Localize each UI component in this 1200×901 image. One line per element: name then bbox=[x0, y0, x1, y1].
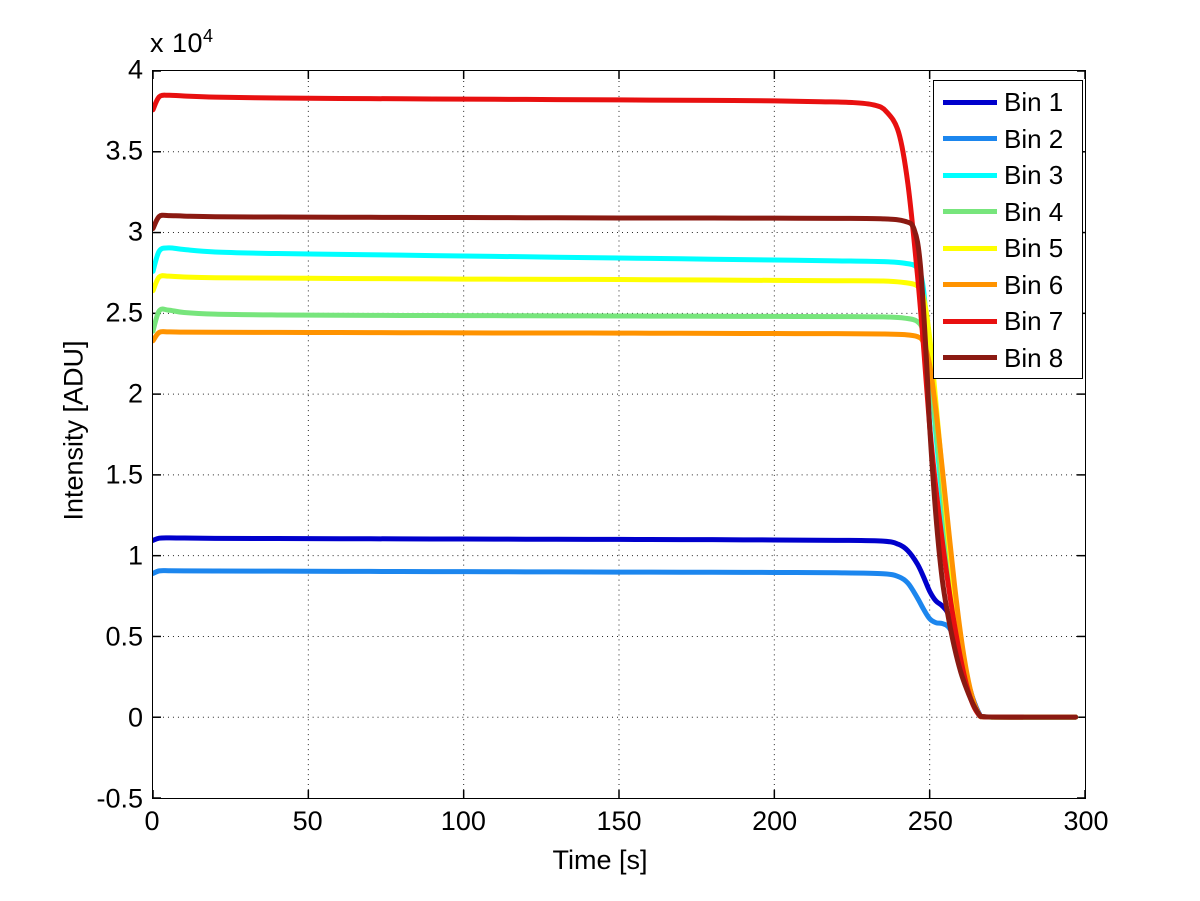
legend-label: Bin 6 bbox=[1004, 269, 1064, 300]
legend-entry[interactable]: Bin 4 bbox=[934, 194, 1082, 231]
legend-color-swatch bbox=[943, 355, 997, 361]
legend-entry[interactable]: Bin 7 bbox=[934, 303, 1082, 340]
data-series-line bbox=[153, 215, 1076, 717]
x-axis-tick-label: 150 bbox=[596, 806, 642, 836]
legend-color-swatch bbox=[943, 318, 997, 324]
legend-entry[interactable]: Bin 2 bbox=[934, 121, 1082, 158]
legend-entry[interactable]: Bin 1 bbox=[934, 84, 1082, 121]
y-axis-exponent-mantissa: x 10 bbox=[150, 28, 204, 58]
legend-color-swatch bbox=[943, 282, 997, 288]
legend-color-swatch bbox=[943, 172, 997, 178]
data-series-group bbox=[153, 95, 1076, 717]
x-axis-tick-label: 100 bbox=[440, 806, 486, 836]
plot-area bbox=[152, 70, 1086, 799]
legend-label: Bin 4 bbox=[1004, 196, 1064, 227]
y-axis-tick-label: 2 bbox=[127, 378, 143, 409]
data-series-line bbox=[153, 571, 1076, 718]
legend-color-swatch bbox=[943, 99, 997, 105]
data-series-line bbox=[153, 538, 1076, 717]
y-axis-tick-label: 0 bbox=[127, 702, 143, 733]
x-axis-tick-label: 200 bbox=[752, 806, 798, 836]
data-series-line bbox=[153, 95, 1023, 717]
y-axis-tick-label: 0.5 bbox=[105, 621, 143, 652]
legend-color-swatch bbox=[943, 136, 997, 142]
y-axis-tick-label: 3.5 bbox=[105, 135, 143, 166]
y-axis-title-text: Intensity [ADU] bbox=[58, 340, 89, 521]
legend-entry[interactable]: Bin 6 bbox=[934, 267, 1082, 304]
y-axis-tick-labels: -0.5 0 0.5 1 1.5 2 2.5 3 3.5 4 bbox=[0, 0, 152, 901]
x-axis-title-text: Time [s] bbox=[552, 845, 648, 875]
legend-entry[interactable]: Bin 8 bbox=[934, 340, 1082, 377]
legend-label: Bin 3 bbox=[1004, 160, 1064, 191]
y-axis-exponent-label: x 104 bbox=[150, 26, 214, 59]
x-axis-title: Time [s] bbox=[0, 845, 1200, 876]
y-axis-tick-label: 1 bbox=[127, 540, 143, 571]
legend-label: Bin 7 bbox=[1004, 306, 1064, 337]
legend-color-swatch bbox=[943, 245, 997, 251]
axis-ticks bbox=[153, 71, 1085, 798]
legend-color-swatch bbox=[943, 209, 997, 215]
legend-label: Bin 2 bbox=[1004, 123, 1064, 154]
chart-svg bbox=[153, 71, 1085, 798]
legend-label: Bin 5 bbox=[1004, 233, 1064, 264]
x-axis-tick-label: 250 bbox=[907, 806, 953, 836]
y-axis-tick-label: 1.5 bbox=[105, 459, 143, 490]
legend-label: Bin 8 bbox=[1004, 342, 1064, 373]
y-axis-tick-label: 4 bbox=[127, 54, 143, 85]
y-axis-title: Intensity [ADU] bbox=[59, 61, 90, 801]
y-axis-tick-label: 3 bbox=[127, 216, 143, 247]
legend-entry[interactable]: Bin 3 bbox=[934, 157, 1082, 194]
chart-legend: Bin 1 Bin 2 Bin 3 Bin 4 Bin 5 Bin 6 Bin 7 Bin 8 bbox=[933, 80, 1083, 379]
legend-label: Bin 1 bbox=[1004, 87, 1064, 118]
y-axis-tick-label: -0.5 bbox=[96, 783, 143, 814]
y-axis-exponent-power: 4 bbox=[203, 26, 214, 46]
x-axis-tick-label: 50 bbox=[292, 806, 323, 836]
legend-entry[interactable]: Bin 5 bbox=[934, 230, 1082, 267]
x-axis-tick-label: 300 bbox=[1063, 806, 1109, 836]
x-axis-tick-label: 0 bbox=[144, 806, 160, 836]
y-axis-tick-label: 2.5 bbox=[105, 297, 143, 328]
